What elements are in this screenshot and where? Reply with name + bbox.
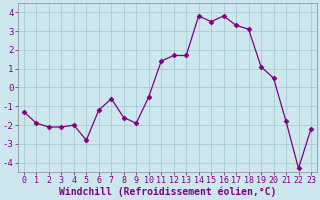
X-axis label: Windchill (Refroidissement éolien,°C): Windchill (Refroidissement éolien,°C) bbox=[59, 187, 276, 197]
